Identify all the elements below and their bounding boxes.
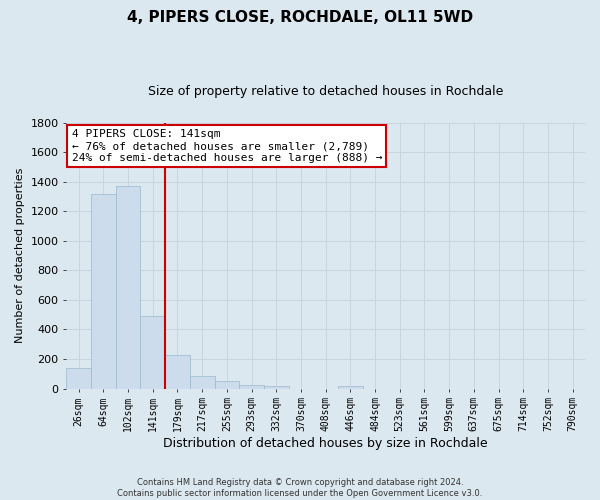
- Text: 4, PIPERS CLOSE, ROCHDALE, OL11 5WD: 4, PIPERS CLOSE, ROCHDALE, OL11 5WD: [127, 10, 473, 25]
- Bar: [190, 376, 215, 388]
- Bar: [116, 186, 140, 388]
- Bar: [91, 194, 116, 388]
- Bar: [215, 381, 239, 388]
- X-axis label: Distribution of detached houses by size in Rochdale: Distribution of detached houses by size …: [163, 437, 488, 450]
- Bar: [338, 386, 363, 388]
- Bar: [165, 354, 190, 388]
- Y-axis label: Number of detached properties: Number of detached properties: [15, 168, 25, 344]
- Bar: [264, 386, 289, 388]
- Text: Contains HM Land Registry data © Crown copyright and database right 2024.
Contai: Contains HM Land Registry data © Crown c…: [118, 478, 482, 498]
- Bar: [239, 385, 264, 388]
- Bar: [140, 316, 165, 388]
- Bar: [67, 368, 91, 388]
- Text: 4 PIPERS CLOSE: 141sqm
← 76% of detached houses are smaller (2,789)
24% of semi-: 4 PIPERS CLOSE: 141sqm ← 76% of detached…: [71, 130, 382, 162]
- Title: Size of property relative to detached houses in Rochdale: Size of property relative to detached ho…: [148, 85, 503, 98]
